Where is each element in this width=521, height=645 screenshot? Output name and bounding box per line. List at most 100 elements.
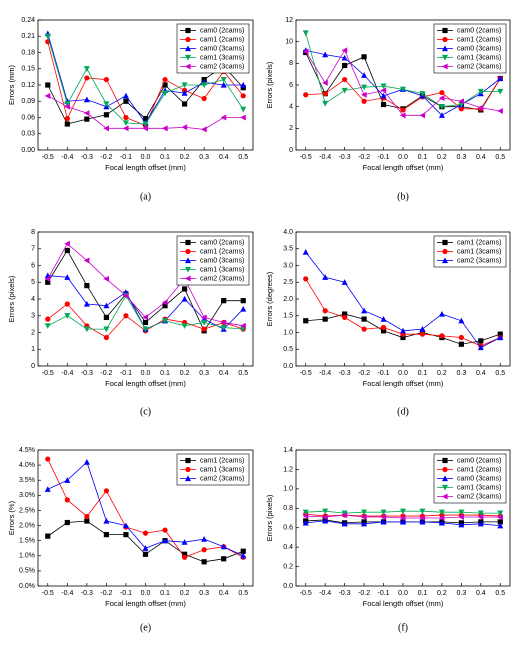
marker bbox=[380, 87, 387, 94]
x-tick-label: -0.4 bbox=[61, 370, 73, 377]
x-tick-label: 0.4 bbox=[219, 370, 229, 377]
x-tick-label: -0.2 bbox=[358, 154, 370, 161]
marker bbox=[201, 95, 207, 102]
marker bbox=[438, 112, 445, 118]
marker bbox=[201, 126, 207, 133]
y-tick-label: 4.5% bbox=[19, 447, 35, 454]
x-tick-label: -0.2 bbox=[100, 590, 112, 597]
marker bbox=[458, 98, 464, 105]
marker bbox=[400, 518, 406, 525]
marker bbox=[83, 326, 90, 333]
marker bbox=[361, 72, 368, 78]
legend-marker bbox=[185, 257, 191, 264]
y-tick-label: 0.8 bbox=[283, 505, 293, 512]
marker bbox=[240, 552, 247, 559]
marker bbox=[162, 76, 168, 83]
legend-label: cam0 (3cams) bbox=[200, 45, 244, 52]
y-tick-label: 12 bbox=[285, 17, 293, 24]
marker bbox=[103, 334, 110, 341]
x-tick-label: 0.0 bbox=[141, 154, 151, 161]
x-tick-label: -0.2 bbox=[100, 370, 112, 377]
x-tick-label: -0.5 bbox=[42, 154, 54, 161]
marker bbox=[439, 89, 445, 96]
marker bbox=[122, 92, 129, 99]
legend-label: cam1 (2cams) bbox=[200, 248, 244, 255]
marker bbox=[341, 512, 348, 519]
y-tick-label: 0.5 bbox=[283, 346, 293, 353]
legend-marker bbox=[442, 257, 448, 264]
legend-label: cam1 (2cams) bbox=[200, 457, 244, 464]
marker bbox=[142, 121, 149, 128]
marker bbox=[341, 279, 348, 285]
marker bbox=[322, 308, 328, 314]
marker bbox=[322, 91, 328, 97]
x-tick-label: 0.5 bbox=[238, 154, 248, 161]
y-tick-label: 2 bbox=[31, 329, 35, 336]
legend-label: cam1 (3cams) bbox=[457, 54, 501, 61]
y-tick-label: 3.5% bbox=[19, 477, 35, 484]
marker bbox=[142, 125, 149, 132]
marker bbox=[64, 115, 70, 122]
marker bbox=[142, 314, 149, 321]
marker bbox=[240, 548, 246, 554]
x-tick-label: 0.5 bbox=[238, 590, 248, 597]
marker bbox=[44, 92, 51, 99]
x-tick-label: 0.2 bbox=[437, 370, 447, 377]
x-tick-label: -0.5 bbox=[42, 590, 54, 597]
marker bbox=[161, 125, 168, 132]
y-axis-label: Errors (pixels) bbox=[7, 275, 16, 322]
marker bbox=[361, 326, 367, 332]
marker bbox=[361, 316, 367, 322]
marker bbox=[221, 556, 227, 562]
marker bbox=[380, 92, 387, 99]
y-tick-label: 4.0 bbox=[283, 229, 293, 236]
marker bbox=[84, 283, 90, 289]
x-tick-label: -0.5 bbox=[300, 154, 312, 161]
legend-marker bbox=[442, 457, 448, 464]
marker bbox=[142, 319, 149, 326]
y-tick-label: 3 bbox=[31, 313, 35, 320]
marker bbox=[497, 88, 504, 95]
panel-caption: (f) bbox=[398, 622, 408, 633]
marker bbox=[438, 509, 445, 516]
marker bbox=[240, 93, 246, 99]
x-tick-label: 0.4 bbox=[476, 370, 486, 377]
y-axis-label: Errors (mm) bbox=[7, 65, 16, 105]
legend-label: cam1 (3cams) bbox=[457, 248, 501, 255]
marker bbox=[361, 509, 368, 516]
legend-marker bbox=[185, 266, 191, 273]
legend-marker bbox=[185, 475, 191, 482]
marker bbox=[438, 515, 445, 521]
y-tick-label: 6 bbox=[289, 82, 293, 89]
marker bbox=[497, 334, 504, 341]
y-tick-label: 3.5 bbox=[283, 246, 293, 253]
marker bbox=[380, 316, 387, 322]
marker bbox=[64, 313, 71, 319]
marker bbox=[419, 508, 426, 515]
marker bbox=[400, 327, 406, 334]
marker bbox=[142, 326, 149, 333]
y-tick-label: 1.0% bbox=[19, 553, 35, 560]
marker bbox=[162, 303, 168, 309]
marker bbox=[122, 125, 129, 132]
marker bbox=[162, 90, 169, 97]
x-tick-label: 0.2 bbox=[180, 590, 190, 597]
legend-label: cam0 (2cams) bbox=[457, 457, 501, 464]
marker bbox=[181, 539, 188, 545]
y-tick-label: 0.06 bbox=[21, 114, 35, 121]
marker bbox=[400, 107, 406, 113]
marker bbox=[497, 522, 504, 529]
marker bbox=[181, 124, 188, 131]
x-tick-label: 0.2 bbox=[180, 154, 190, 161]
y-tick-label: 0.0% bbox=[19, 583, 35, 590]
marker bbox=[161, 299, 168, 306]
marker bbox=[44, 275, 51, 282]
y-tick-label: 0.5% bbox=[19, 568, 35, 575]
marker bbox=[360, 91, 367, 98]
x-tick-label: -0.2 bbox=[358, 590, 370, 597]
marker bbox=[45, 82, 51, 88]
marker bbox=[220, 319, 227, 326]
marker bbox=[303, 92, 309, 98]
marker bbox=[302, 30, 309, 37]
